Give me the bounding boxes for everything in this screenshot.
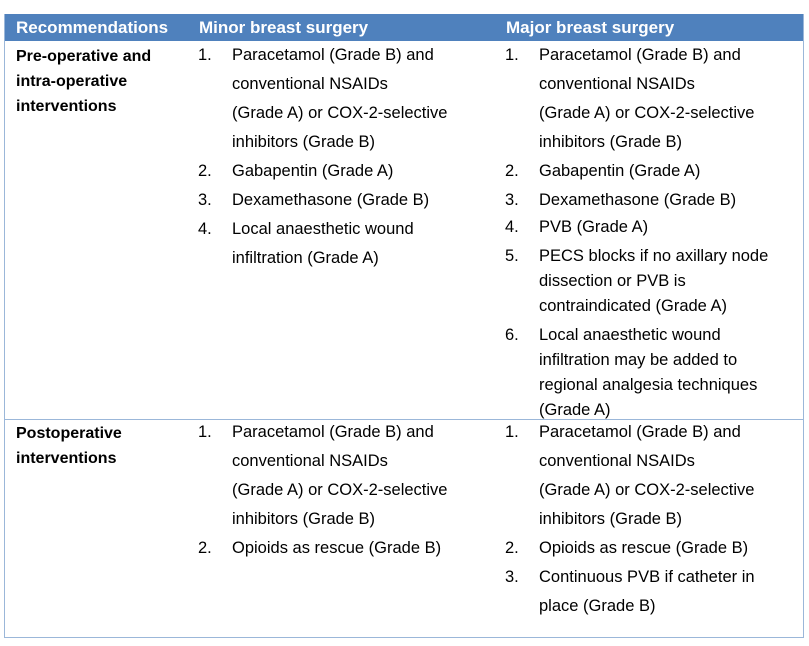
list-item: 3. Dexamethasone (Grade B) bbox=[198, 191, 430, 209]
list-item: 5. PECS blocks if no axillary node dissec… bbox=[505, 247, 769, 315]
table-header: Recommendations Minor breast surgery Maj… bbox=[5, 14, 803, 41]
list-item: 2. Gabapentin (Grade A) bbox=[505, 162, 701, 180]
list-item: 1. Paracetamol (Grade B) and conventional… bbox=[198, 46, 448, 151]
postop-major-list: 1. Paracetamol (Grade B) and conventional… bbox=[501, 418, 801, 621]
list-item: 3. Continuous PVB if catheter in place (G… bbox=[505, 568, 755, 615]
list-item: 2. Opioids as rescue (Grade B) bbox=[505, 539, 749, 557]
list-item: 1. Paracetamol (Grade B) and conventional… bbox=[505, 46, 755, 151]
list-item: 4. PVB (Grade A) bbox=[505, 218, 649, 236]
list-item: 1. Paracetamol (Grade B) and conventional… bbox=[198, 423, 448, 528]
list-item: 1. Paracetamol (Grade B) and conventional… bbox=[505, 423, 755, 528]
list-item: 4. Local anaesthetic wound infiltration (… bbox=[198, 220, 414, 267]
header-minor-surgery: Minor breast surgery bbox=[199, 18, 369, 37]
header-recommendations: Recommendations bbox=[16, 18, 169, 37]
preop-minor-list: 1. Paracetamol (Grade B) and conventional… bbox=[194, 41, 494, 273]
list-item: 2. Gabapentin (Grade A) bbox=[198, 162, 394, 180]
row-label-preop: Pre-operative and intra-operative interv… bbox=[16, 48, 152, 115]
row-label-postop: Postoperative interventions bbox=[16, 425, 122, 467]
postop-minor-list: 1. Paracetamol (Grade B) and conventional… bbox=[194, 418, 494, 563]
recommendations-table: Recommendations Minor breast surgery Maj… bbox=[4, 14, 804, 638]
list-item: 2. Opioids as rescue (Grade B) bbox=[198, 539, 442, 557]
list-item: 6. Local anaesthetic wound infiltration m… bbox=[505, 326, 758, 419]
row-divider bbox=[5, 419, 803, 420]
header-major-surgery: Major breast surgery bbox=[506, 18, 675, 37]
preop-major-list: 1. Paracetamol (Grade B) and conventional… bbox=[501, 41, 801, 427]
list-item: 3. Dexamethasone (Grade B) bbox=[505, 191, 737, 209]
